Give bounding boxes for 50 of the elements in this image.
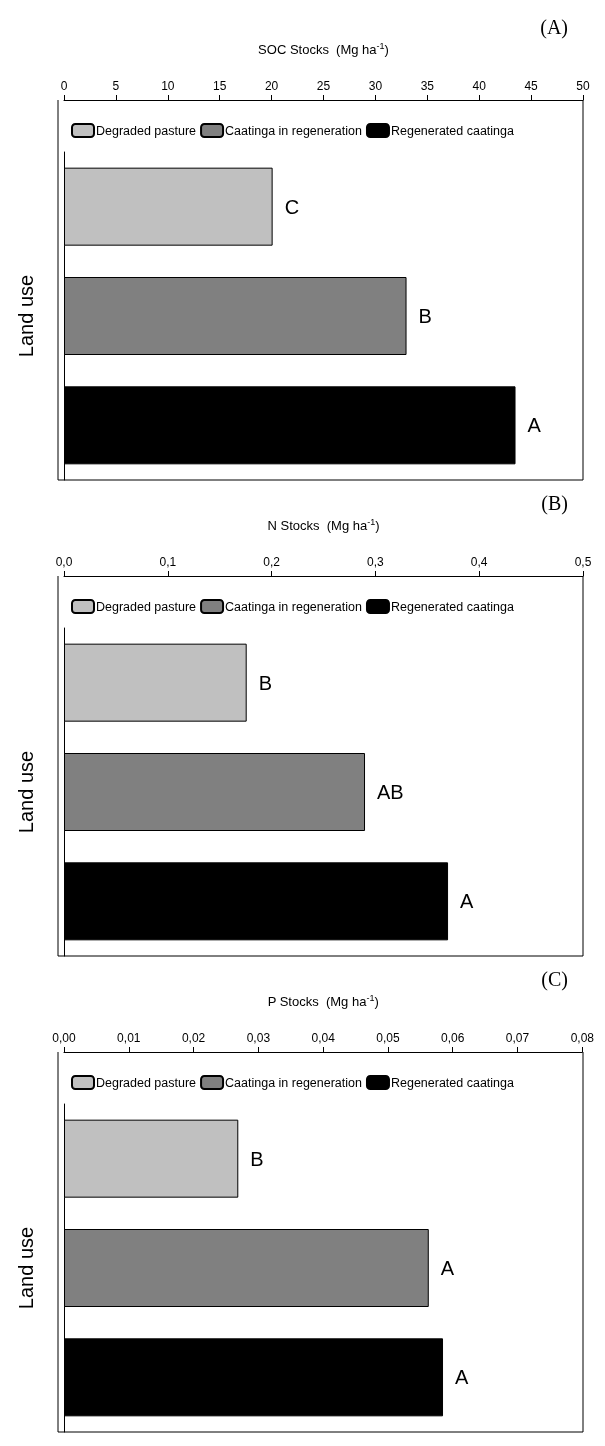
- legend-label: Caatinga in regeneration: [225, 123, 363, 138]
- data-label: B: [418, 305, 432, 327]
- data-label: C: [284, 195, 300, 218]
- x-tick-label: 20: [264, 79, 279, 93]
- y-axis-title: Land use: [15, 274, 37, 358]
- x-tick-label: 0,1: [159, 555, 177, 569]
- x-tick-label: 0,05: [376, 1031, 400, 1045]
- x-tick-label: 45: [524, 79, 539, 93]
- x-tick-label: 0,06: [441, 1031, 465, 1045]
- x-tick-label: 0,2: [263, 555, 281, 569]
- chart-title: (A): [540, 16, 568, 39]
- legend-label: Degraded pasture: [96, 1075, 197, 1090]
- x-tick-label: 0: [60, 79, 68, 93]
- data-label: B: [258, 671, 273, 694]
- data-label: A: [460, 890, 475, 913]
- x-tick-label: 0,00: [52, 1031, 76, 1045]
- legend-label: Degraded pasture: [96, 599, 197, 614]
- x-tick-label: 30: [368, 79, 383, 93]
- chart-title: (C): [541, 968, 569, 991]
- x-tick-label: 50: [576, 79, 590, 93]
- legend-label: Regenerated caatinga: [390, 1075, 515, 1090]
- legend-label: Degraded pasture: [96, 123, 197, 138]
- x-tick-label: 0,3: [367, 555, 385, 569]
- data-label: A: [455, 1366, 470, 1389]
- legend-label: Caatinga in regeneration: [225, 599, 363, 614]
- x-tick-label: 0,01: [117, 1031, 141, 1045]
- x-tick-label: 0,5: [574, 555, 592, 569]
- x-tick-label: 10: [161, 79, 175, 93]
- data-label: A: [440, 1257, 455, 1279]
- data-label: B: [250, 1147, 264, 1170]
- x-tick-label: 5: [112, 79, 120, 93]
- x-tick-label: 35: [420, 79, 435, 93]
- x-tick-label: 25: [316, 79, 331, 93]
- data-label: AB: [377, 781, 404, 803]
- chart-title: (B): [541, 492, 569, 515]
- x-tick-label: 0,04: [311, 1031, 336, 1045]
- x-tick-label: 0,0: [55, 555, 73, 569]
- legend-label: Caatinga in regeneration: [225, 1075, 363, 1090]
- x-tick-label: 15: [213, 79, 227, 93]
- x-tick-label: 0,07: [505, 1031, 530, 1045]
- data-label: A: [527, 414, 542, 437]
- x-tick-label: 0,03: [246, 1031, 271, 1045]
- x-tick-label: 0,4: [470, 555, 488, 569]
- legend-label: Regenerated caatinga: [390, 599, 515, 614]
- x-tick-label: 0,08: [570, 1031, 595, 1045]
- y-axis-title: Land use: [15, 750, 37, 834]
- legend-label: Regenerated caatinga: [390, 123, 515, 138]
- y-axis-title: Land use: [15, 1226, 37, 1310]
- x-tick-label: 40: [472, 79, 487, 93]
- x-tick-label: 0,02: [181, 1031, 206, 1045]
